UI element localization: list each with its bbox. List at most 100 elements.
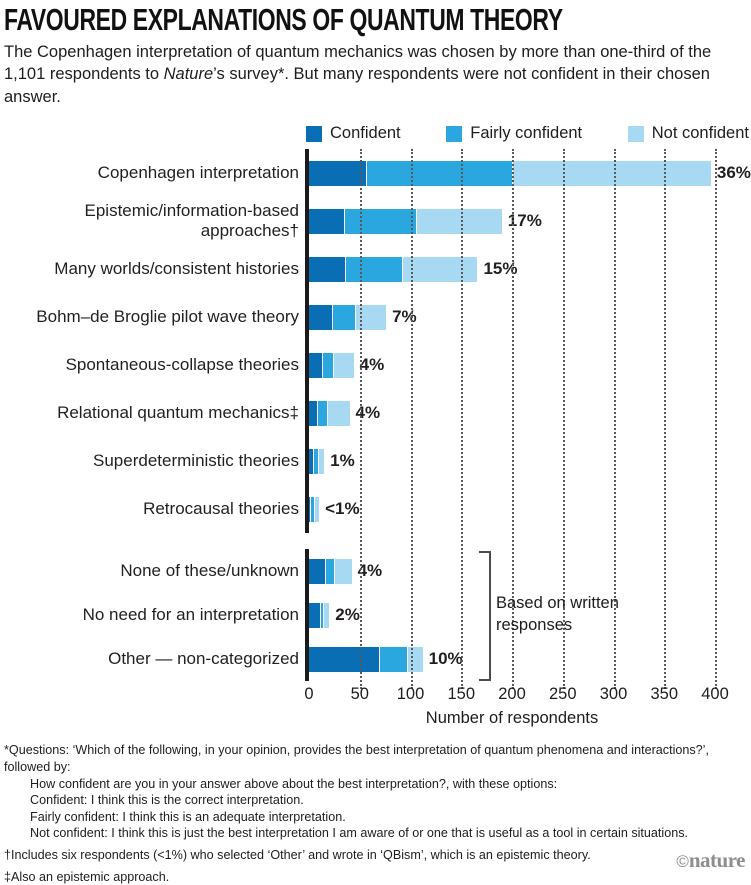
legend: Confident Fairly confident Not confident [306, 124, 749, 143]
bar-segment-not-confident [512, 160, 711, 186]
category-label: Epistemic/information-based approaches† [84, 201, 299, 241]
category-label: Copenhagen interpretation [97, 163, 299, 183]
chart-row: Epistemic/information-based approaches† 1… [4, 197, 751, 245]
nature-logo: ©nature [676, 848, 745, 873]
x-tick-label: 0 [304, 685, 314, 704]
legend-item-2: Not confident [627, 124, 749, 143]
x-tick-label: 150 [447, 685, 476, 704]
category-label: Relational quantum mechanics‡ [57, 403, 299, 423]
x-axis: 0 50 100 150 200 250 300 350 400 [304, 681, 729, 705]
percent-label: 1% [330, 451, 355, 471]
chart-row: Relational quantum mechanics‡ 4% [4, 389, 751, 437]
percent-label: 2% [335, 605, 360, 625]
y-axis-line [305, 149, 309, 534]
percent-label: 10% [428, 649, 463, 669]
bar-segment-not-confident [416, 208, 502, 234]
chart-row: Retrocausal theories <1% [4, 485, 751, 533]
bar-segment-fairly-confident [345, 256, 404, 282]
chart-row: Other — non-categorized 10% [4, 637, 751, 681]
chart-body: Copenhagen interpretation 36% Epistemic/in… [4, 149, 751, 690]
footnotes: *Questions: ‘Which of the following, in … [4, 742, 747, 885]
bar-segment-fairly-confident [323, 352, 335, 378]
bar-segment-fairly-confident [318, 400, 329, 426]
bar-segment-not-confident [408, 646, 423, 672]
bracket-label: Based on written responses [496, 594, 619, 634]
bar-segment-confident [309, 208, 345, 234]
x-tick-label: 100 [396, 685, 425, 704]
category-label: Spontaneous-collapse theories [65, 355, 299, 375]
percent-label: 7% [392, 307, 417, 327]
bar-segment-fairly-confident [326, 558, 336, 584]
chart-row: None of these/unknown 4% [4, 549, 751, 593]
bar-segment-fairly-confident [311, 496, 316, 522]
bar-segment-confident [309, 602, 322, 628]
stacked-bar [309, 558, 352, 584]
footnote-line: †Includes six respondents (<1%) who sele… [4, 847, 591, 862]
bar-segment-confident [309, 646, 381, 672]
bar-segment-fairly-confident [333, 304, 356, 330]
x-tick-label: 50 [350, 685, 369, 704]
bar-segment-confident [309, 160, 367, 186]
category-label: Superdeterministic theories [93, 451, 299, 471]
copyright-symbol: © [676, 852, 689, 871]
bar-segment-fairly-confident [314, 448, 320, 474]
bar-segment-fairly-confident [380, 646, 409, 672]
stacked-bar [309, 352, 354, 378]
percent-label: <1% [325, 499, 360, 519]
x-tick-label: 400 [701, 685, 729, 704]
stacked-bar [309, 496, 320, 522]
bar-segment-not-confident [328, 400, 350, 426]
bar-segment-not-confident [324, 602, 330, 628]
legend-label: Not confident [651, 124, 749, 143]
bar-segment-not-confident [403, 256, 478, 282]
bar-segment-not-confident [355, 304, 387, 330]
nature-logo-text: nature [688, 848, 746, 872]
stacked-bar [309, 646, 423, 672]
footnote-line: Not confident: I think this is just the … [30, 826, 689, 841]
subtitle-text-post: ’s survey*. But many respondents were no… [4, 65, 710, 106]
bar-segment-confident [309, 400, 319, 426]
legend-item-0: Confident [306, 124, 401, 143]
chart-row: Bohm–de Broglie pilot wave theory 7% [4, 293, 751, 341]
stacked-bar [309, 304, 387, 330]
percent-label: 15% [483, 259, 518, 279]
legend-item-1: Fairly confident [446, 124, 582, 143]
bar-segment-not-confident [319, 448, 325, 474]
category-label: Bohm–de Broglie pilot wave theory [36, 307, 299, 327]
bar-segment-confident [309, 448, 315, 474]
bar-segment-not-confident [335, 558, 352, 584]
percent-label: 17% [507, 211, 542, 231]
x-tick-label: 250 [548, 685, 577, 704]
chart-row: Superdeterministic theories 1% [4, 437, 751, 485]
percent-label: 36% [716, 163, 751, 183]
chart-row: No need for an interpretation 2% [4, 593, 751, 637]
bar-segment-fairly-confident [366, 160, 513, 186]
bar-segment-confident [309, 558, 327, 584]
legend-swatch-icon [306, 125, 322, 142]
bar-segment-confident [309, 352, 324, 378]
stacked-bar [309, 208, 502, 234]
percent-label: 4% [357, 561, 383, 581]
bar-segment-confident [309, 256, 346, 282]
x-tick-label: 200 [498, 685, 526, 704]
bar-segment-confident [309, 496, 311, 522]
chart-row: Many worlds/consistent histories 15% [4, 245, 751, 293]
footnote-line: How confident are you in your answer abo… [30, 776, 558, 791]
legend-label: Fairly confident [470, 124, 583, 143]
legend-label: Confident [330, 124, 401, 143]
bar-segment-not-confident [315, 496, 320, 522]
subtitle: The Copenhagen interpretation of quantum… [4, 41, 746, 108]
percent-label: 4% [355, 403, 381, 423]
x-tick-label: 350 [650, 685, 679, 704]
written-responses-bracket [479, 551, 491, 682]
chart-row: Spontaneous-collapse theories 4% [4, 341, 751, 389]
subtitle-text-italic: Nature [163, 65, 214, 84]
page-title: FAVOURED EXPLANATIONS OF QUANTUM THEORY [4, 2, 563, 37]
stacked-bar [309, 602, 330, 628]
footnote-line: *Questions: ‘Which of the following, in … [4, 743, 709, 774]
stacked-bar [309, 400, 350, 426]
category-label: None of these/unknown [120, 561, 299, 581]
chart-row: Copenhagen interpretation 36% [4, 149, 751, 197]
category-label: Many worlds/consistent histories [54, 259, 299, 279]
